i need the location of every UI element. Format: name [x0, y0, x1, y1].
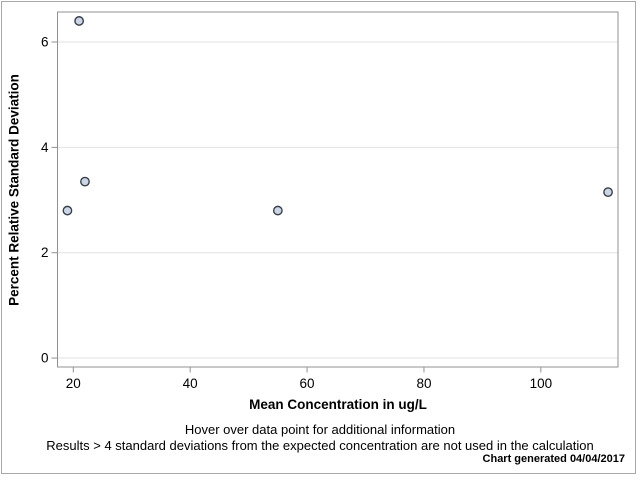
plot-border [57, 11, 619, 368]
outer-frame [1, 1, 636, 474]
chart-generated-note: Chart generated 04/04/2017 [482, 453, 625, 465]
y-tick-label: 4 [41, 140, 49, 155]
data-point[interactable] [603, 187, 613, 198]
x-tick-label: 100 [530, 376, 553, 391]
y-tick-label: 2 [41, 245, 49, 260]
x-tick-label: 80 [416, 376, 431, 391]
y-tick-label: 0 [41, 351, 49, 366]
footnote-hover-hint: Hover over data point for additional inf… [184, 422, 456, 437]
data-point[interactable] [80, 176, 90, 187]
footnote-exclusion-rule: Results > 4 standard deviations from the… [46, 438, 594, 453]
y-axis-title: Percent Relative Standard Deviation [6, 74, 22, 306]
x-tick-label: 40 [183, 376, 198, 391]
x-tick-label: 60 [300, 376, 315, 391]
data-point[interactable] [272, 205, 283, 216]
y-tick-label: 6 [41, 35, 49, 50]
data-point[interactable] [62, 205, 73, 216]
x-axis-title: Mean Concentration in ug/L [249, 397, 427, 412]
data-point[interactable] [74, 16, 85, 26]
x-tick-label: 20 [66, 376, 81, 391]
